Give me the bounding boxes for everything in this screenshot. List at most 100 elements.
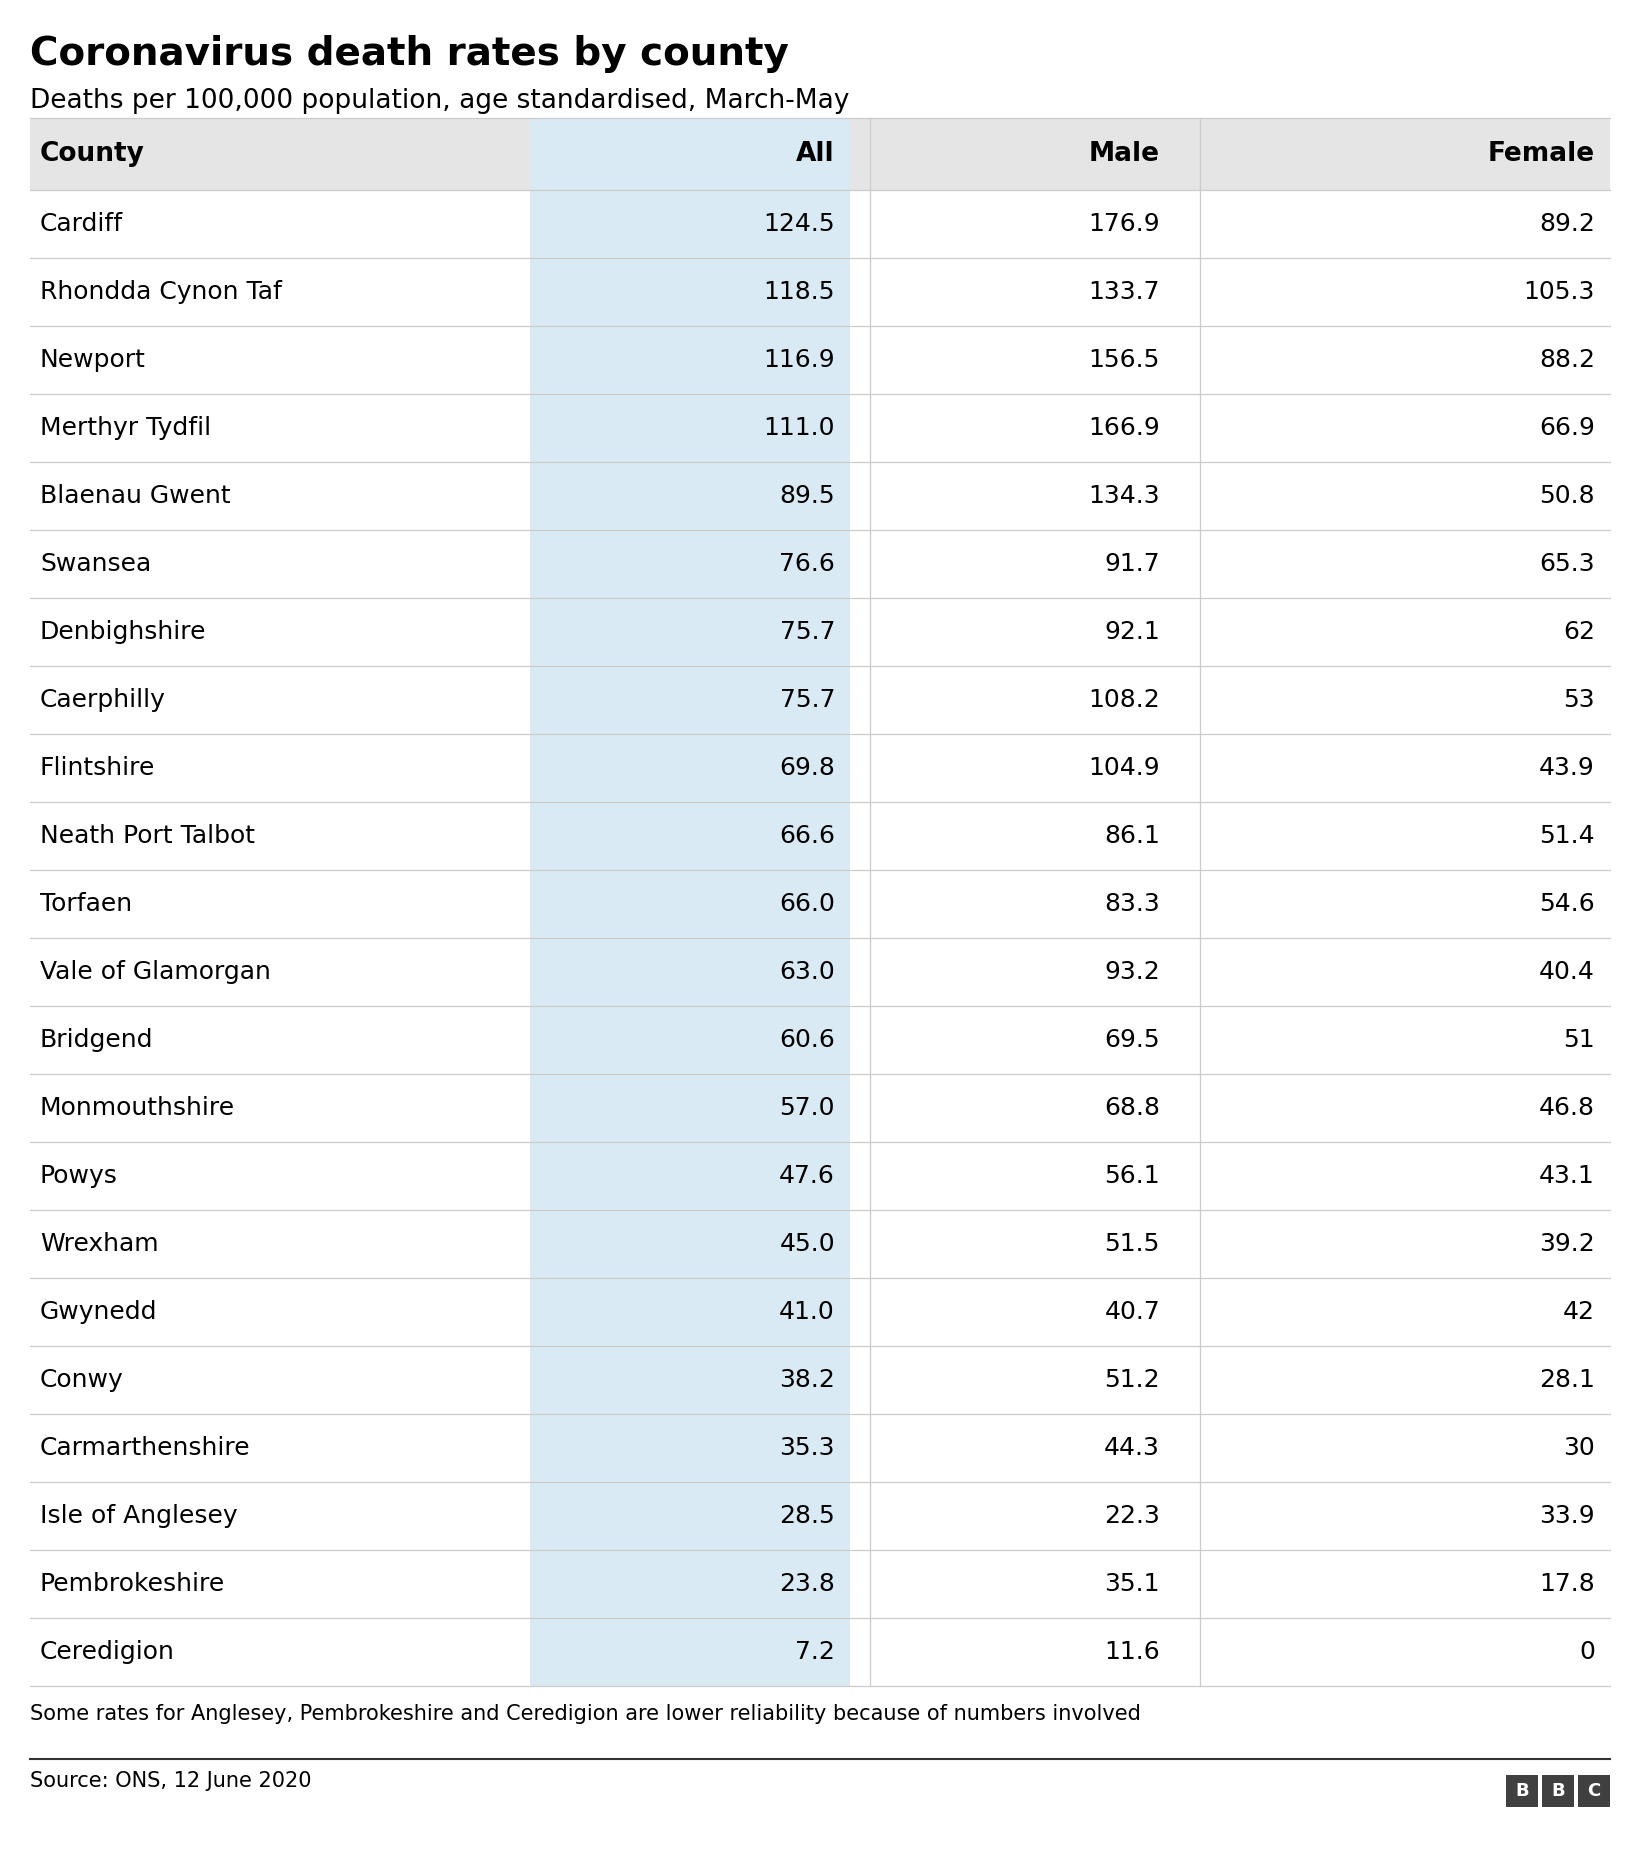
Text: Merthyr Tydfil: Merthyr Tydfil xyxy=(41,416,211,440)
Text: Vale of Glamorgan: Vale of Glamorgan xyxy=(41,960,271,984)
Text: 105.3: 105.3 xyxy=(1524,280,1594,304)
Text: 86.1: 86.1 xyxy=(1105,824,1160,848)
Text: 156.5: 156.5 xyxy=(1089,349,1160,373)
Text: 33.9: 33.9 xyxy=(1539,1504,1594,1528)
Text: 65.3: 65.3 xyxy=(1539,552,1594,576)
Text: Monmouthshire: Monmouthshire xyxy=(41,1096,235,1120)
Text: 35.3: 35.3 xyxy=(780,1435,836,1460)
Text: 44.3: 44.3 xyxy=(1105,1435,1160,1460)
Text: Ceredigion: Ceredigion xyxy=(41,1640,175,1665)
Text: 40.4: 40.4 xyxy=(1539,960,1594,984)
Text: 51.4: 51.4 xyxy=(1539,824,1594,848)
Text: 66.9: 66.9 xyxy=(1539,416,1594,440)
Text: 118.5: 118.5 xyxy=(764,280,836,304)
Bar xyxy=(1506,1775,1537,1806)
Text: 111.0: 111.0 xyxy=(764,416,836,440)
Bar xyxy=(1542,1775,1573,1806)
Text: 88.2: 88.2 xyxy=(1539,349,1594,373)
Text: Neath Port Talbot: Neath Port Talbot xyxy=(41,824,255,848)
Text: 43.1: 43.1 xyxy=(1539,1163,1594,1187)
Text: 69.8: 69.8 xyxy=(778,757,836,779)
Text: Source: ONS, 12 June 2020: Source: ONS, 12 June 2020 xyxy=(29,1771,312,1791)
Text: 166.9: 166.9 xyxy=(1089,416,1160,440)
Text: 54.6: 54.6 xyxy=(1539,893,1594,915)
Text: 108.2: 108.2 xyxy=(1089,688,1160,712)
Text: 53: 53 xyxy=(1563,688,1594,712)
Text: Isle of Anglesey: Isle of Anglesey xyxy=(41,1504,238,1528)
Text: Female: Female xyxy=(1488,142,1594,168)
Text: 76.6: 76.6 xyxy=(778,552,836,576)
Text: 57.0: 57.0 xyxy=(780,1096,836,1120)
Text: Blaenau Gwent: Blaenau Gwent xyxy=(41,485,230,509)
Text: Rhondda Cynon Taf: Rhondda Cynon Taf xyxy=(41,280,282,304)
Text: Caerphilly: Caerphilly xyxy=(41,688,166,712)
Text: Torfaen: Torfaen xyxy=(41,893,132,915)
Text: 40.7: 40.7 xyxy=(1105,1299,1160,1323)
Text: 23.8: 23.8 xyxy=(778,1571,836,1596)
Text: 38.2: 38.2 xyxy=(778,1368,836,1392)
Bar xyxy=(1578,1775,1611,1806)
Text: Wrexham: Wrexham xyxy=(41,1232,158,1256)
Text: Cardiff: Cardiff xyxy=(41,212,122,237)
Text: 75.7: 75.7 xyxy=(780,688,836,712)
Text: 63.0: 63.0 xyxy=(778,960,836,984)
Text: Swansea: Swansea xyxy=(41,552,152,576)
Text: 56.1: 56.1 xyxy=(1105,1163,1160,1187)
Text: County: County xyxy=(41,142,145,168)
Text: 60.6: 60.6 xyxy=(778,1029,836,1051)
Text: 11.6: 11.6 xyxy=(1105,1640,1160,1665)
Text: 39.2: 39.2 xyxy=(1539,1232,1594,1256)
Text: 46.8: 46.8 xyxy=(1539,1096,1594,1120)
Text: 104.9: 104.9 xyxy=(1089,757,1160,779)
Text: Some rates for Anglesey, Pembrokeshire and Ceredigion are lower reliability beca: Some rates for Anglesey, Pembrokeshire a… xyxy=(29,1704,1141,1724)
Text: C: C xyxy=(1588,1782,1601,1801)
Text: 134.3: 134.3 xyxy=(1089,485,1160,509)
Text: 66.0: 66.0 xyxy=(778,893,836,915)
Text: Deaths per 100,000 population, age standardised, March-May: Deaths per 100,000 population, age stand… xyxy=(29,88,849,114)
Text: Coronavirus death rates by county: Coronavirus death rates by county xyxy=(29,35,788,73)
Text: 28.1: 28.1 xyxy=(1539,1368,1594,1392)
Text: 30: 30 xyxy=(1563,1435,1594,1460)
Text: 124.5: 124.5 xyxy=(764,212,836,237)
Text: 51: 51 xyxy=(1563,1029,1594,1051)
Text: Gwynedd: Gwynedd xyxy=(41,1299,158,1323)
Text: 93.2: 93.2 xyxy=(1105,960,1160,984)
Text: Conwy: Conwy xyxy=(41,1368,124,1392)
Text: Newport: Newport xyxy=(41,349,145,373)
Text: 89.5: 89.5 xyxy=(780,485,836,509)
Text: 69.5: 69.5 xyxy=(1105,1029,1160,1051)
Text: 51.2: 51.2 xyxy=(1105,1368,1160,1392)
Text: 176.9: 176.9 xyxy=(1089,212,1160,237)
Text: 68.8: 68.8 xyxy=(1103,1096,1160,1120)
Text: 75.7: 75.7 xyxy=(780,621,836,643)
Text: Pembrokeshire: Pembrokeshire xyxy=(41,1571,225,1596)
Text: 47.6: 47.6 xyxy=(778,1163,836,1187)
Text: Powys: Powys xyxy=(41,1163,118,1187)
Text: 92.1: 92.1 xyxy=(1105,621,1160,643)
Text: Flintshire: Flintshire xyxy=(41,757,155,779)
Text: 17.8: 17.8 xyxy=(1539,1571,1594,1596)
Text: 42: 42 xyxy=(1563,1299,1594,1323)
Text: 62: 62 xyxy=(1563,621,1594,643)
Text: 41.0: 41.0 xyxy=(778,1299,836,1323)
Text: 51.5: 51.5 xyxy=(1105,1232,1160,1256)
Text: Male: Male xyxy=(1089,142,1160,168)
Text: 28.5: 28.5 xyxy=(778,1504,836,1528)
Text: 83.3: 83.3 xyxy=(1105,893,1160,915)
Text: 22.3: 22.3 xyxy=(1105,1504,1160,1528)
Bar xyxy=(530,117,850,190)
Text: 35.1: 35.1 xyxy=(1105,1571,1160,1596)
Text: B: B xyxy=(1514,1782,1529,1801)
Text: 91.7: 91.7 xyxy=(1105,552,1160,576)
Text: 133.7: 133.7 xyxy=(1089,280,1160,304)
Text: 45.0: 45.0 xyxy=(780,1232,836,1256)
Text: 50.8: 50.8 xyxy=(1539,485,1594,509)
Text: 43.9: 43.9 xyxy=(1539,757,1594,779)
Text: Denbighshire: Denbighshire xyxy=(41,621,207,643)
Text: B: B xyxy=(1550,1782,1565,1801)
Text: All: All xyxy=(796,142,836,168)
Bar xyxy=(530,190,850,1687)
Text: Bridgend: Bridgend xyxy=(41,1029,153,1051)
Text: 7.2: 7.2 xyxy=(795,1640,836,1665)
Text: 0: 0 xyxy=(1580,1640,1594,1665)
